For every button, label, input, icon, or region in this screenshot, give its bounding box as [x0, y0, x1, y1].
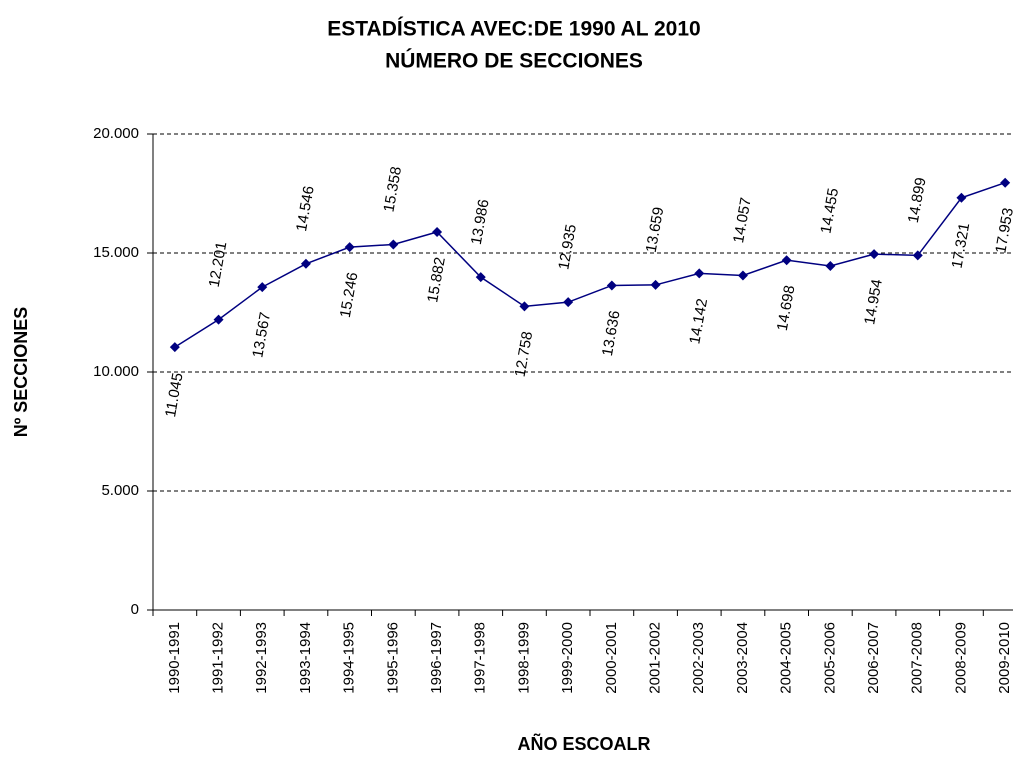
x-axis-title: AÑO ESCOALR	[517, 733, 650, 754]
data-point	[912, 250, 923, 261]
data-label: 17.321	[949, 222, 974, 270]
y-tick-label: 20.000	[93, 125, 139, 142]
data-label: 13.986	[468, 198, 493, 246]
chart-subtitle: NÚMERO DE SECCIONES	[385, 49, 643, 73]
y-tick-label: 5.000	[101, 482, 139, 499]
x-tick-label: 2000-2001	[603, 622, 620, 694]
data-point	[694, 268, 705, 279]
data-point	[737, 270, 748, 281]
y-tick-label: 15.000	[93, 244, 139, 261]
data-label: 13.659	[643, 206, 668, 254]
data-point	[1000, 177, 1011, 188]
data-label: 14.899	[905, 176, 930, 224]
data-point	[563, 297, 574, 308]
data-label: 12.935	[555, 223, 580, 271]
x-tick-label: 2008-2009	[952, 622, 969, 694]
x-tick-label: 2002-2003	[690, 622, 707, 694]
x-tick-label: 1999-2000	[559, 622, 576, 694]
data-label: 14.455	[817, 187, 842, 235]
data-label: 14.698	[774, 284, 799, 332]
data-label: 14.057	[730, 196, 755, 244]
series-line	[174, 182, 1006, 348]
chart-title: ESTADÍSTICA AVEC:DE 1990 AL 2010	[327, 18, 700, 41]
x-tick-label: 1997-1998	[472, 622, 489, 694]
x-tick-label: 1994-1995	[341, 622, 358, 694]
data-label: 15.358	[380, 165, 405, 213]
data-point	[606, 280, 617, 291]
data-label: 14.954	[861, 278, 886, 326]
data-point	[344, 242, 355, 253]
x-tick-label: 1998-1999	[515, 622, 532, 694]
data-label: 17.953	[992, 207, 1014, 255]
data-label: 13.567	[249, 311, 274, 359]
x-tick-label: 1995-1996	[384, 622, 401, 694]
data-label: 14.546	[293, 185, 318, 233]
x-tick-label: 1992-1993	[253, 622, 270, 694]
x-tick-label: 1996-1997	[428, 622, 445, 694]
data-point	[825, 260, 836, 271]
data-label: 15.246	[337, 271, 362, 319]
x-tick-label: 2003-2004	[734, 622, 751, 694]
data-point	[650, 279, 661, 290]
data-point	[213, 314, 224, 325]
y-tick-label: 0	[131, 601, 139, 618]
data-point	[300, 258, 311, 269]
data-point	[388, 239, 399, 250]
data-point	[169, 342, 180, 353]
x-tick-label: 2009-2010	[996, 622, 1013, 694]
x-tick-label: 1991-1992	[210, 622, 227, 694]
x-tick-label: 2007-2008	[909, 622, 926, 694]
data-label: 11.045	[162, 372, 187, 419]
data-point	[432, 227, 443, 238]
data-point	[869, 249, 880, 260]
data-point	[475, 272, 486, 283]
x-tick-label: 1993-1994	[297, 622, 314, 694]
data-label: 14.142	[686, 297, 711, 345]
data-label: 12.758	[512, 330, 537, 378]
x-tick-label: 2001-2002	[647, 622, 664, 694]
y-tick-label: 10.000	[93, 363, 139, 380]
y-axis-title: Nº SECCIONES	[11, 307, 31, 438]
x-tick-label: 1990-1991	[166, 622, 183, 694]
data-label: 12.201	[206, 240, 231, 288]
data-point	[781, 255, 792, 266]
data-point	[257, 282, 268, 293]
x-tick-label: 2004-2005	[778, 622, 795, 694]
x-tick-label: 2006-2007	[865, 622, 882, 694]
data-label: 13.636	[599, 309, 624, 357]
data-point	[519, 301, 530, 312]
data-point	[956, 192, 967, 203]
data-label: 15.882	[424, 256, 449, 304]
x-tick-label: 2005-2006	[821, 622, 838, 694]
